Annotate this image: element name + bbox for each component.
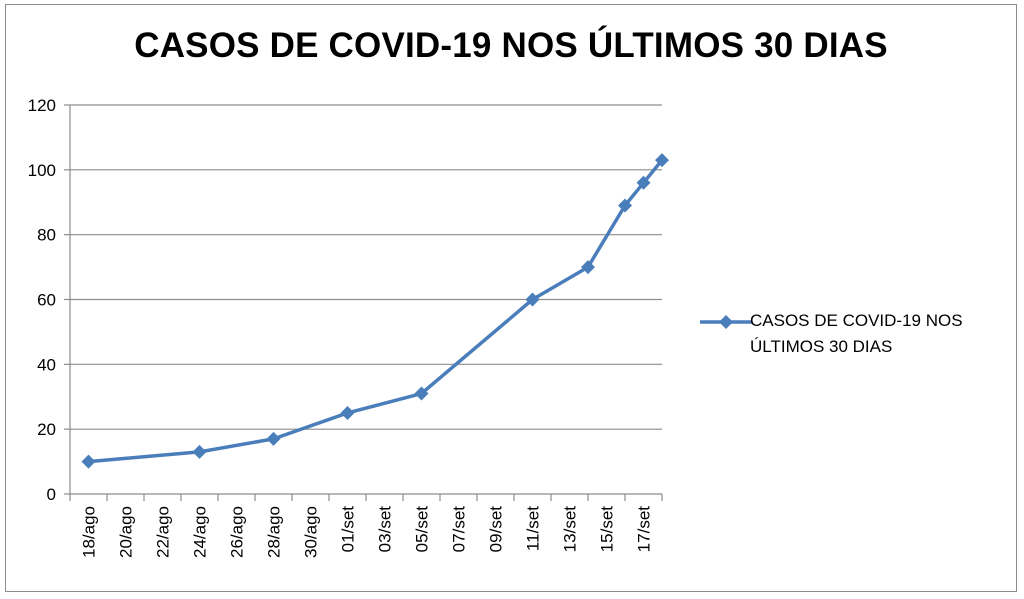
y-tick-label-20: 20: [37, 420, 56, 439]
data-point-24-ago: [192, 444, 207, 459]
data-point-01-set: [340, 405, 355, 420]
x-tick-label-18-ago: 18/ago: [80, 506, 99, 558]
x-tick-label-22-ago: 22/ago: [154, 506, 173, 558]
x-tick-label-13-set: 13/set: [561, 506, 580, 553]
series-line-0: [88, 159, 664, 464]
chart-title: CASOS DE COVID-19 NOS ÚLTIMOS 30 DIAS: [134, 26, 888, 65]
gridlines: [70, 104, 662, 430]
data-point-05-set: [414, 386, 429, 401]
x-tick-label-07-set: 07/set: [450, 506, 469, 553]
y-tick-label-80: 80: [37, 226, 56, 245]
x-tick-label-05-set: 05/set: [413, 506, 432, 553]
data-point-16-set: [618, 198, 632, 213]
x-tick-label-24-ago: 24/ago: [191, 506, 210, 558]
x-axis-ticks: 18/ago 20/ago 22/ago 24/ago 26/ago 28/ago 30/a…: [69, 494, 663, 558]
y-tick-label-100: 100: [28, 161, 56, 180]
y-tick-label-60: 60: [37, 291, 56, 310]
data-point-18-ago: [81, 454, 96, 469]
x-tick-label-26-ago: 26/ago: [228, 506, 247, 558]
x-tick-label-11-set: 11/set: [524, 506, 543, 551]
x-tick-label-01-set: 01/set: [339, 506, 358, 553]
x-tick-label-20-ago: 20/ago: [117, 506, 136, 558]
legend-marker: [719, 315, 733, 329]
x-tick-label-09-set: 09/set: [487, 506, 506, 553]
x-tick-label-30-ago: 30/ago: [302, 506, 321, 558]
x-tick-label-15-set: 15/set: [598, 506, 617, 553]
x-tick-label-03-set: 03/set: [376, 506, 395, 553]
legend-label: CASOS DE COVID-19 NOS ÚLTIMOS 30 DIAS: [750, 311, 963, 356]
y-tick-label-0: 0: [47, 485, 56, 504]
y-tick-label-120: 120: [28, 96, 56, 115]
data-point-17-set: [636, 175, 651, 190]
data-point-14-set: [581, 260, 595, 275]
data-point-11-set: [525, 292, 540, 307]
series-layer: [81, 153, 669, 469]
data-point-18-set: [655, 153, 669, 168]
y-axis-ticks: 0 20 40 60 80 100 120: [28, 96, 70, 504]
x-tick-label-17-set: 17/set: [635, 506, 654, 553]
data-point-28-ago: [266, 431, 281, 446]
x-tick-label-28-ago: 28/ago: [265, 506, 284, 558]
legend-swatch: [700, 315, 752, 329]
y-tick-label-40: 40: [37, 355, 56, 374]
